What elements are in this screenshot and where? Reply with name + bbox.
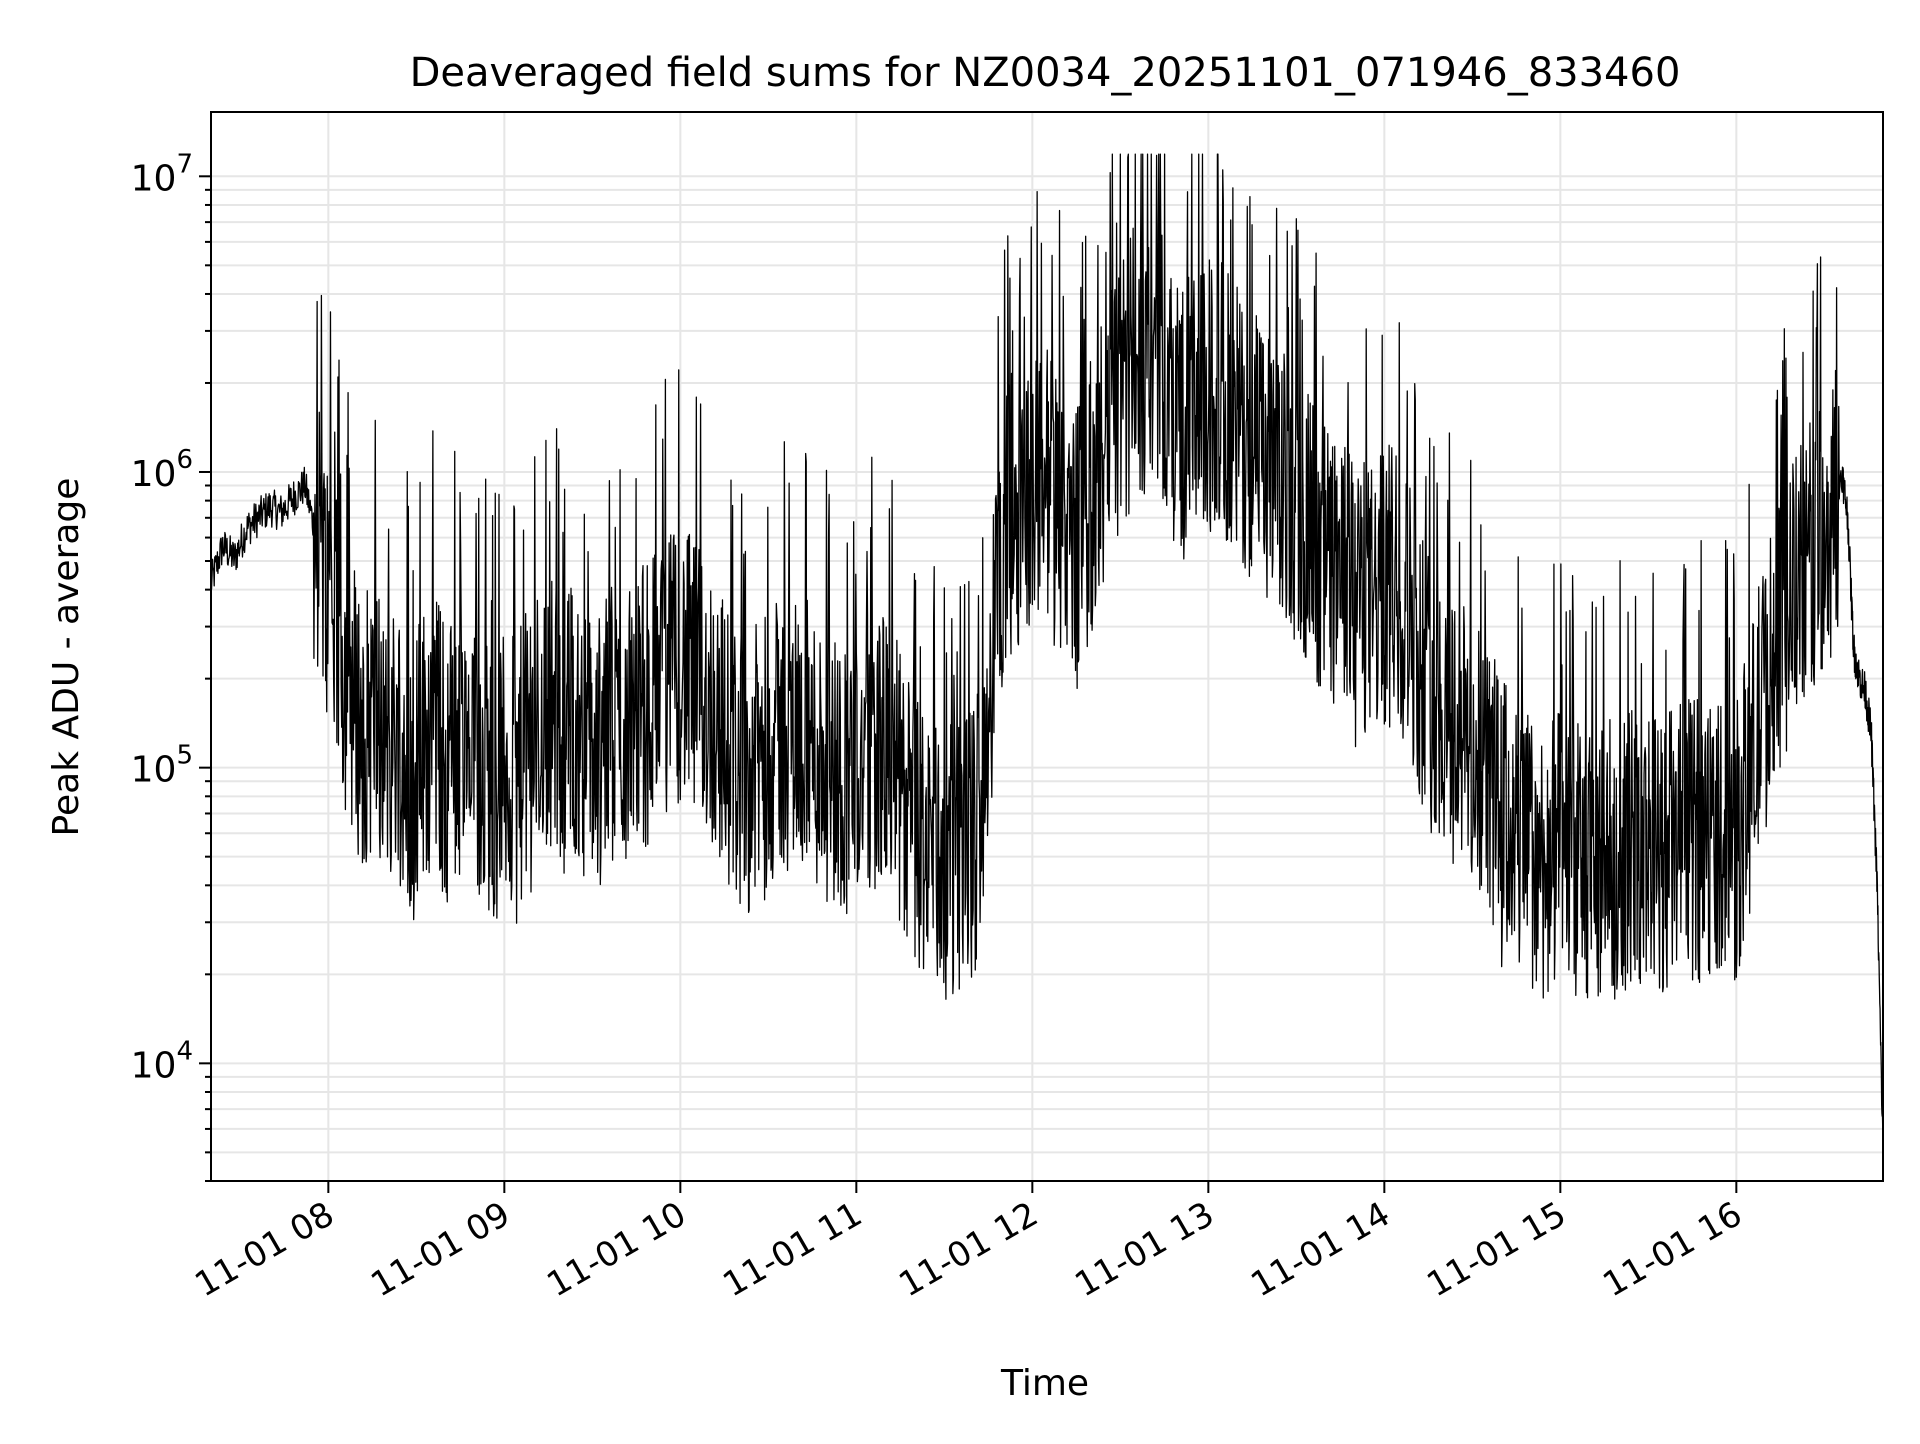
- y-tick-label: 104: [131, 1036, 193, 1086]
- series-line: [210, 153, 1884, 1153]
- x-axis-label: Time: [1000, 1363, 1089, 1404]
- y-tick-label: 106: [131, 445, 193, 495]
- series-layer: [210, 153, 1884, 1153]
- chart-title: Deaveraged field sums for NZ0034_2025110…: [410, 50, 1681, 96]
- plot-frame: [210, 111, 1884, 1182]
- y-tick-label: 105: [131, 741, 193, 791]
- y-axis-label: Peak ADU - average: [46, 478, 87, 837]
- y-tick-label: 107: [131, 149, 193, 199]
